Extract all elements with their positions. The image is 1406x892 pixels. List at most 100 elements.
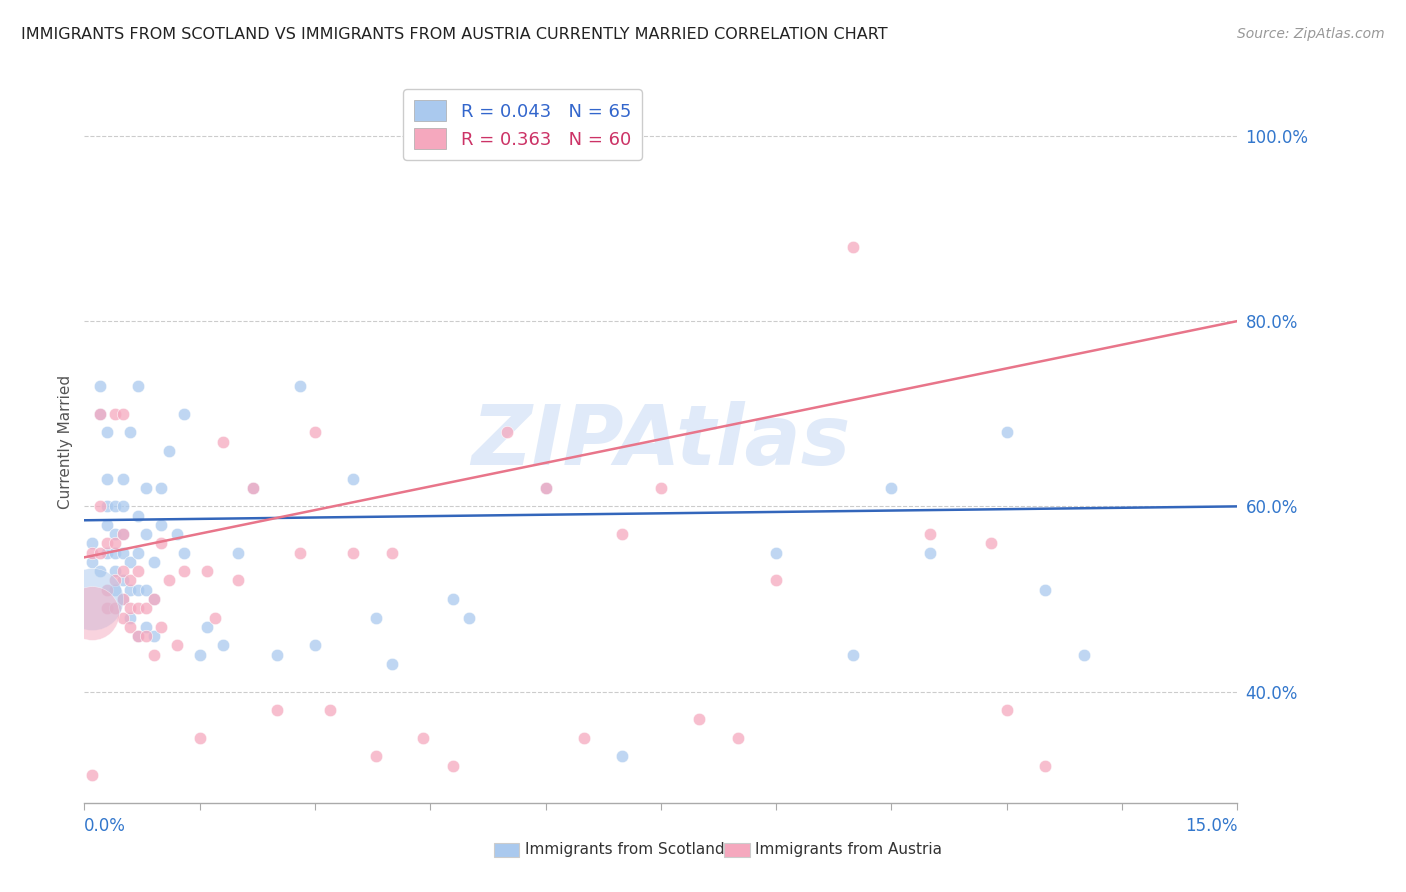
Point	[765, 546, 787, 560]
Point	[111, 500, 134, 514]
Point	[135, 601, 157, 615]
Point	[173, 407, 195, 421]
Point	[111, 546, 134, 560]
Point	[104, 546, 127, 560]
Point	[688, 713, 710, 727]
Point	[211, 638, 233, 652]
Point	[1033, 758, 1056, 772]
Point	[980, 536, 1002, 550]
Point	[534, 481, 557, 495]
Point	[211, 434, 233, 449]
Point	[111, 592, 134, 607]
Point	[96, 582, 118, 597]
Point	[226, 574, 249, 588]
Point	[111, 407, 134, 421]
Point	[111, 527, 134, 541]
Point	[127, 379, 149, 393]
Point	[381, 546, 404, 560]
Point	[142, 648, 165, 662]
Point	[995, 703, 1018, 717]
Point	[120, 425, 142, 440]
Point	[727, 731, 749, 745]
Point	[150, 481, 173, 495]
Point	[918, 527, 941, 541]
Point	[135, 527, 157, 541]
Point	[534, 481, 557, 495]
Point	[89, 407, 111, 421]
Point	[80, 768, 103, 782]
Point	[173, 564, 195, 578]
Point	[127, 546, 149, 560]
Point	[288, 546, 311, 560]
Point	[157, 443, 180, 458]
Text: ZIPAtlas: ZIPAtlas	[471, 401, 851, 482]
Point	[880, 481, 903, 495]
Point	[918, 546, 941, 560]
Point	[104, 536, 127, 550]
Point	[441, 758, 464, 772]
Text: Immigrants from Scotland: Immigrants from Scotland	[524, 841, 724, 856]
Point	[412, 731, 434, 745]
Point	[80, 546, 103, 560]
Point	[135, 481, 157, 495]
Point	[135, 629, 157, 643]
Point	[104, 601, 127, 615]
FancyBboxPatch shape	[724, 843, 749, 857]
Point	[120, 610, 142, 624]
Point	[381, 657, 404, 671]
Text: 0.0%: 0.0%	[84, 817, 127, 835]
Point	[89, 407, 111, 421]
Point	[120, 574, 142, 588]
Point	[195, 564, 218, 578]
Point	[342, 472, 364, 486]
Point	[89, 546, 111, 560]
Point	[765, 574, 787, 588]
Point	[157, 574, 180, 588]
Point	[96, 601, 118, 615]
Point	[142, 592, 165, 607]
Point	[304, 425, 326, 440]
Point	[204, 610, 226, 624]
Point	[111, 527, 134, 541]
Point	[104, 564, 127, 578]
Point	[496, 425, 519, 440]
Point	[612, 749, 634, 764]
Point	[127, 601, 149, 615]
Point	[104, 407, 127, 421]
Point	[995, 425, 1018, 440]
Point	[142, 555, 165, 569]
Point	[127, 582, 149, 597]
Point	[96, 536, 118, 550]
Point	[842, 648, 865, 662]
Point	[166, 527, 188, 541]
Point	[120, 620, 142, 634]
Point	[304, 638, 326, 652]
Point	[612, 527, 634, 541]
Point	[266, 703, 288, 717]
Point	[111, 472, 134, 486]
Point	[288, 379, 311, 393]
Point	[120, 582, 142, 597]
Point	[142, 629, 165, 643]
Point	[89, 564, 111, 578]
Text: IMMIGRANTS FROM SCOTLAND VS IMMIGRANTS FROM AUSTRIA CURRENTLY MARRIED CORRELATIO: IMMIGRANTS FROM SCOTLAND VS IMMIGRANTS F…	[21, 27, 887, 42]
Point	[366, 749, 388, 764]
Point	[188, 648, 211, 662]
Point	[135, 582, 157, 597]
Point	[104, 574, 127, 588]
Point	[142, 592, 165, 607]
Point	[150, 536, 173, 550]
Point	[226, 546, 249, 560]
Point	[127, 508, 149, 523]
Point	[104, 527, 127, 541]
Point	[96, 517, 118, 532]
Point	[457, 610, 479, 624]
Point	[1033, 582, 1056, 597]
Point	[104, 582, 127, 597]
Point	[842, 240, 865, 254]
Point	[80, 592, 103, 607]
Point	[188, 731, 211, 745]
Point	[135, 620, 157, 634]
Point	[80, 606, 103, 620]
Point	[80, 555, 103, 569]
